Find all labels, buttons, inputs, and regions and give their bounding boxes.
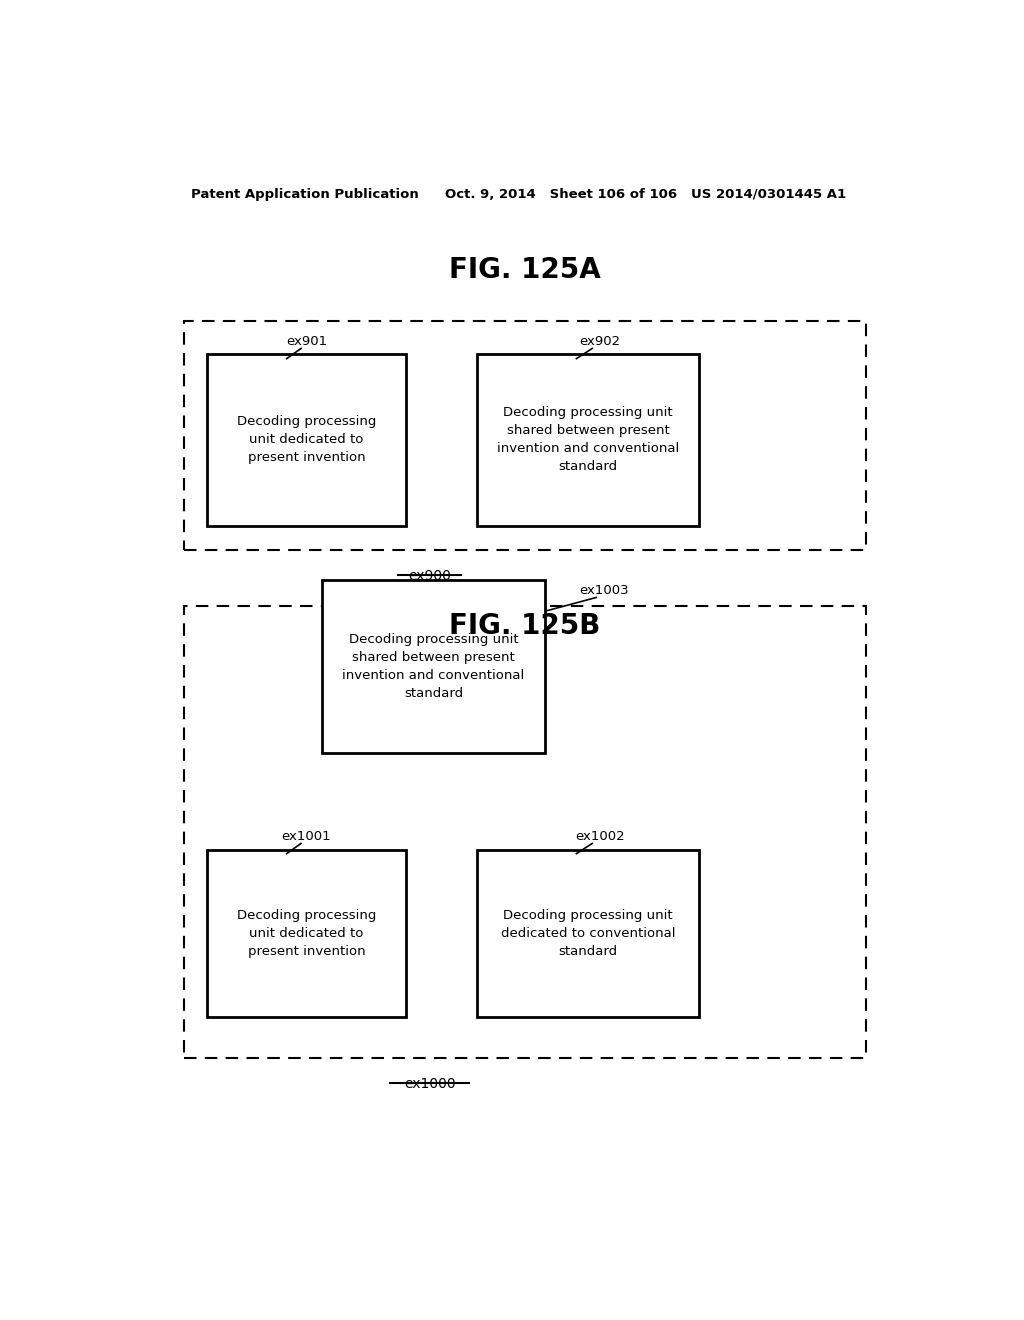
Bar [477, 354, 699, 527]
Text: Decoding processing unit
shared between present
invention and conventional
stand: Decoding processing unit shared between … [498, 407, 679, 474]
Text: ex1002: ex1002 [575, 830, 625, 843]
Text: ex1003: ex1003 [580, 583, 629, 597]
Text: ex901: ex901 [286, 335, 327, 348]
Text: FIG. 125B: FIG. 125B [450, 612, 600, 640]
Bar [183, 321, 866, 549]
Text: Decoding processing
unit dedicated to
present invention: Decoding processing unit dedicated to pr… [237, 909, 376, 958]
Text: ex900: ex900 [409, 569, 451, 583]
Bar [207, 850, 406, 1018]
Text: ex1000: ex1000 [403, 1077, 456, 1092]
Text: Patent Application Publication: Patent Application Publication [191, 189, 419, 202]
Text: Decoding processing unit
shared between present
invention and conventional
stand: Decoding processing unit shared between … [342, 634, 524, 700]
Text: ex1001: ex1001 [282, 830, 332, 843]
Text: Oct. 9, 2014   Sheet 106 of 106   US 2014/0301445 A1: Oct. 9, 2014 Sheet 106 of 106 US 2014/03… [445, 189, 847, 202]
Text: Decoding processing
unit dedicated to
present invention: Decoding processing unit dedicated to pr… [237, 416, 376, 465]
Bar [323, 581, 545, 752]
Text: FIG. 125A: FIG. 125A [449, 256, 601, 284]
Text: ex902: ex902 [580, 335, 621, 348]
Bar [207, 354, 406, 527]
Bar [477, 850, 699, 1018]
Bar [183, 606, 866, 1057]
Text: Decoding processing unit
dedicated to conventional
standard: Decoding processing unit dedicated to co… [501, 909, 676, 958]
